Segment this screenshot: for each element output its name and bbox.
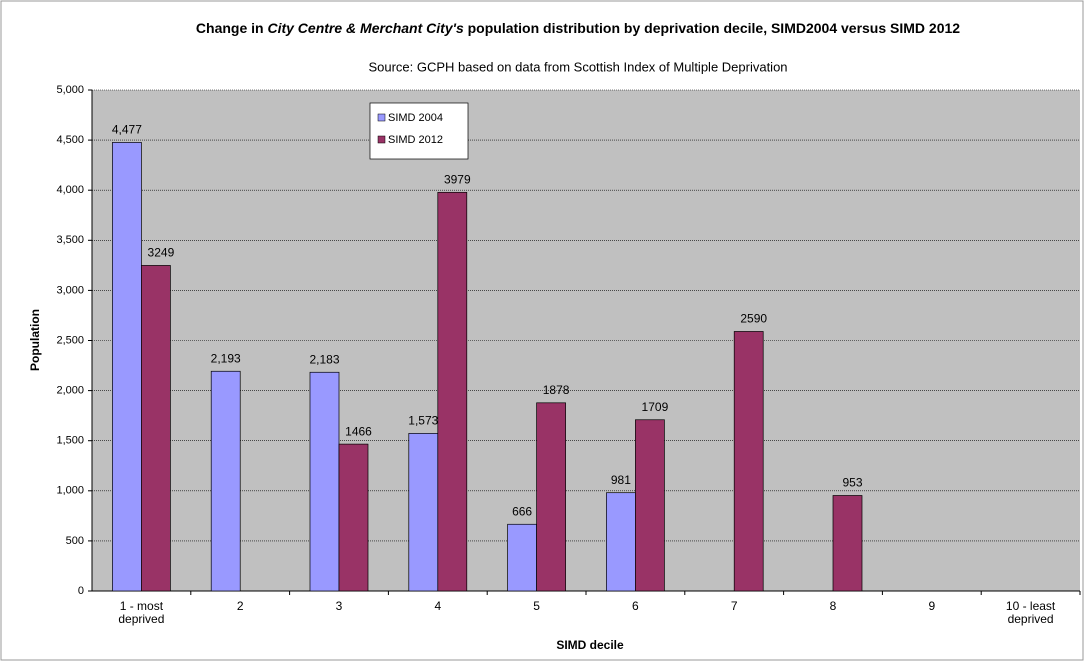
bar [635, 419, 665, 592]
x-tick-label: 10 - least deprived [1005, 599, 1056, 626]
x-tick-label: 6 [632, 599, 639, 613]
bar [112, 142, 142, 592]
value-label: 2,193 [211, 351, 241, 365]
x-tick-label: 3 [335, 599, 343, 613]
subtitle: Source: GCPH based on data from Scottish… [368, 59, 787, 74]
x-tick-label: 7 [730, 599, 738, 613]
x-tick-label: 1 - most deprived [118, 599, 165, 626]
y-tick-label: 1,500 [56, 435, 84, 447]
title-part: population distribution by deprivation d… [464, 20, 961, 36]
x-tick-label: 2 [236, 599, 244, 613]
value-label: 1466 [345, 424, 372, 438]
y-tick-label: 4,000 [56, 184, 84, 196]
value-label: 3979 [444, 172, 471, 186]
y-tick-label: 4,500 [56, 134, 84, 146]
y-tick-label: 2,000 [56, 385, 84, 397]
y-tick-label: 500 [66, 535, 84, 547]
title-part: Change in [196, 20, 268, 36]
bar [536, 402, 566, 592]
y-tick-label: 3,000 [56, 284, 84, 296]
legend-box [369, 102, 469, 160]
value-label: 981 [611, 473, 631, 487]
legend-label: SIMD 2012 [388, 134, 443, 146]
value-label: 1,573 [408, 414, 438, 428]
title-part: City Centre & Merchant City's [267, 20, 463, 36]
bar [832, 495, 863, 592]
value-label: 1878 [543, 383, 570, 397]
y-tick-label: 1,000 [56, 485, 84, 497]
bar [507, 523, 537, 592]
y-tick-label: 0 [78, 585, 84, 597]
value-label: 4,477 [112, 123, 142, 137]
chart-title: Change in City Centre & Merchant City's … [196, 20, 960, 36]
y-axis-label: Population [28, 309, 42, 371]
y-tick-label: 3,500 [56, 234, 84, 246]
value-label: 953 [842, 476, 862, 490]
x-axis-label: SIMD decile [556, 638, 624, 652]
value-label: 666 [512, 504, 532, 518]
bar [733, 331, 764, 592]
x-tick-label: 8 [829, 599, 837, 613]
x-tick-label: 9 [928, 599, 936, 613]
value-label: 1709 [642, 400, 669, 414]
bar [408, 433, 439, 592]
y-tick-label: 5,000 [56, 84, 84, 96]
bar [309, 371, 340, 592]
bar [437, 191, 468, 592]
x-tick-label: 4 [434, 599, 442, 613]
value-label: 2,183 [309, 352, 339, 366]
y-tick-label: 2,500 [56, 334, 84, 346]
legend-swatch [377, 135, 386, 144]
bar [338, 443, 369, 592]
bar [210, 370, 241, 592]
x-tick-label: 5 [533, 599, 540, 613]
value-label: 2590 [740, 312, 767, 326]
bar [141, 265, 171, 592]
legend-swatch [377, 113, 386, 122]
bar [606, 492, 636, 592]
value-label: 3249 [148, 246, 175, 260]
legend-label: SIMD 2004 [388, 112, 443, 124]
